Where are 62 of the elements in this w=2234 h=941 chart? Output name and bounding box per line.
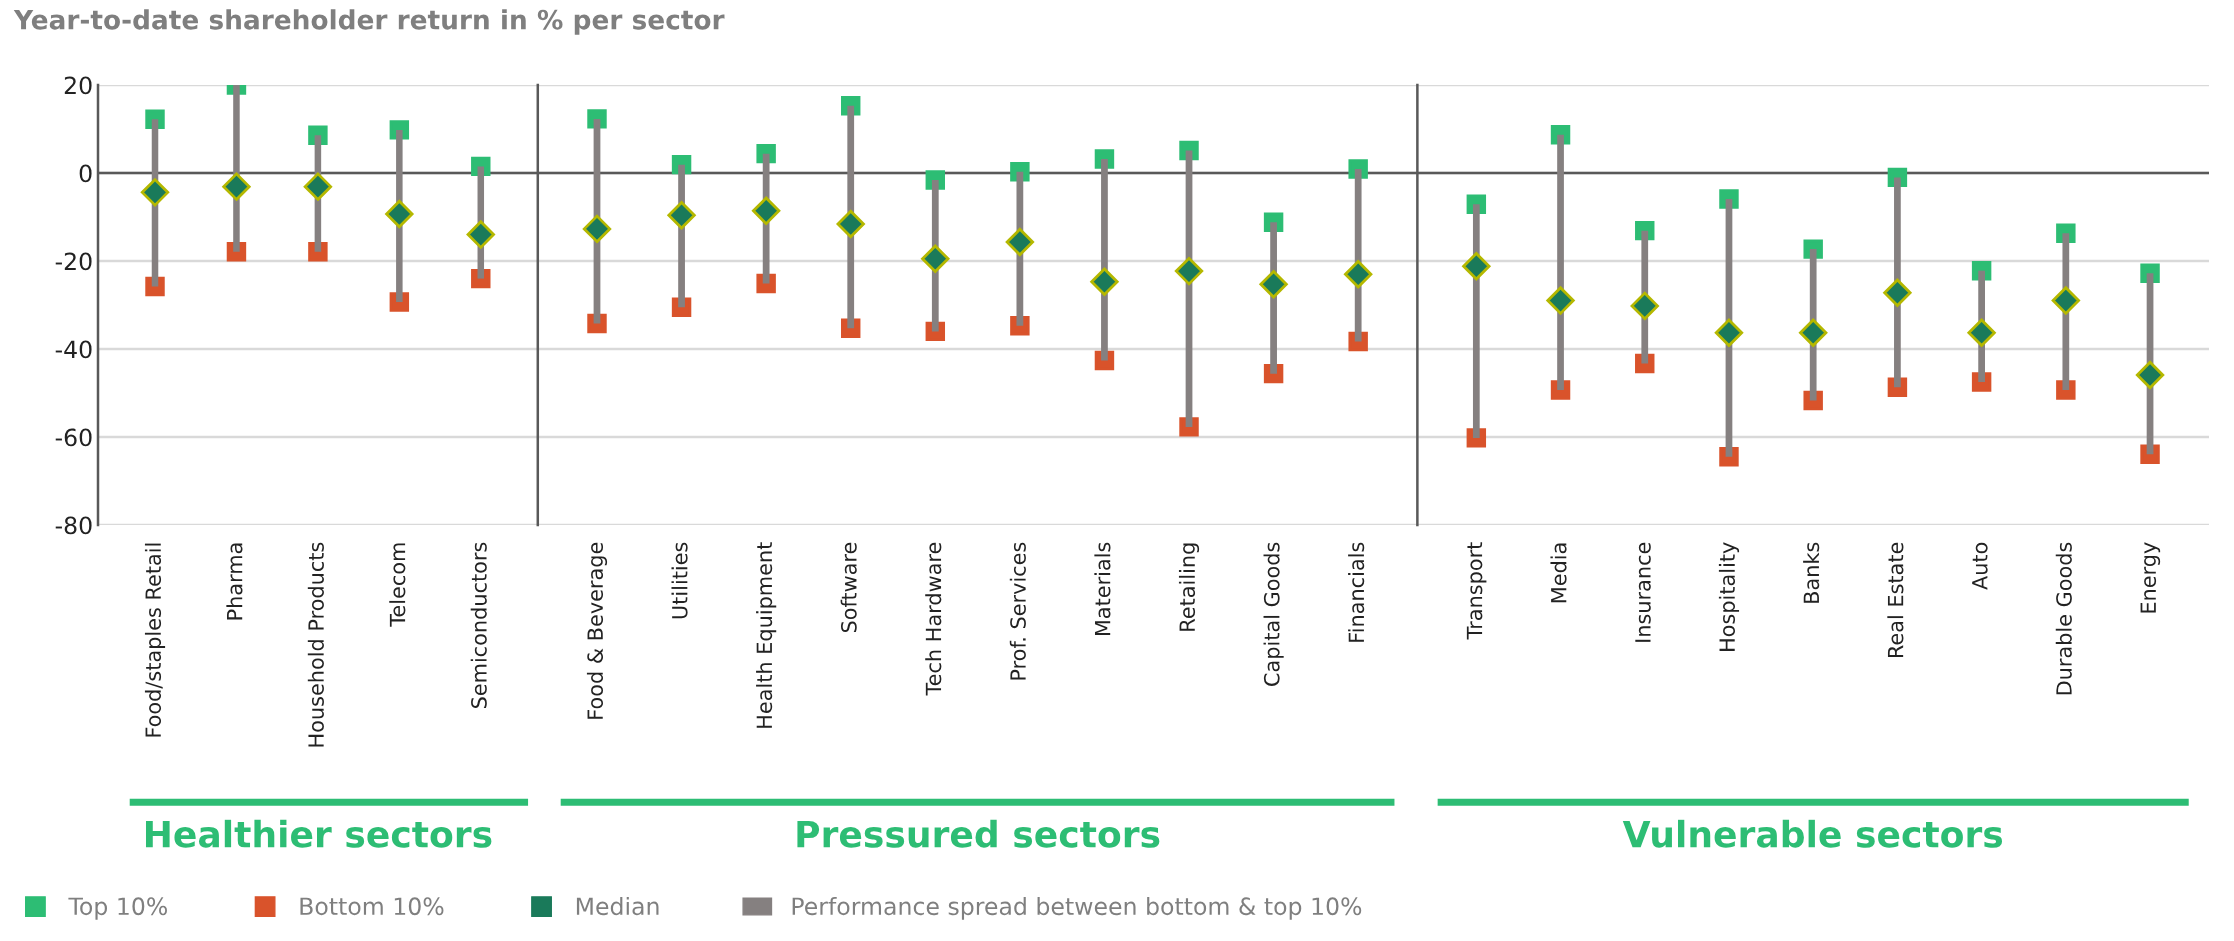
x-tick-label: Household Products — [307, 542, 324, 747]
point — [1883, 278, 1912, 307]
x-tick-label: Energy — [2140, 542, 2161, 613]
x-tick-label: Food & Beverage — [586, 542, 608, 719]
y-tick-label: 20 — [64, 76, 92, 95]
x-tick-label: Durable Goods — [2055, 542, 2072, 695]
x-axis-title: Healthier sectors — [145, 819, 492, 848]
x-tick-label: Financials — [1348, 542, 1365, 642]
point — [1005, 227, 1035, 257]
legend-label: Performance spread between bottom & top 10% — [792, 896, 1362, 920]
x-tick-label: Utilities — [671, 542, 688, 619]
point — [1967, 318, 1996, 347]
point — [1546, 286, 1575, 315]
x-axis-title: Vulnerable sectors — [1622, 819, 2003, 848]
point — [582, 214, 612, 244]
x-tick-label: Hospitality — [1718, 542, 1740, 651]
point — [2135, 360, 2165, 390]
legend-label: Bottom 10% — [300, 897, 444, 916]
legend-label: Median — [576, 896, 659, 916]
y-tick-label: -80 — [55, 516, 92, 535]
point — [1090, 267, 1119, 296]
x-tick-label: Retailing — [1178, 543, 1200, 631]
y-tick-label: -20 — [55, 252, 92, 271]
y-tick-label: -40 — [55, 340, 92, 359]
x-tick-label: Materials — [1094, 542, 1111, 636]
point — [222, 172, 251, 201]
point — [303, 172, 333, 201]
point — [1259, 270, 1288, 299]
point — [140, 178, 170, 207]
point — [466, 220, 495, 249]
x-tick-label: Media — [1550, 543, 1567, 603]
point — [1714, 318, 1744, 347]
x-tick-label: Real Estate — [1887, 542, 1904, 658]
y-tick-label: -60 — [55, 428, 92, 447]
x-tick-label: Semiconductors — [470, 542, 487, 709]
point — [751, 196, 781, 225]
point — [1174, 256, 1204, 286]
x-tick-label: Telecom — [389, 543, 406, 627]
point — [836, 209, 865, 239]
x-tick-label: Software — [840, 542, 857, 633]
x-tick-label: Insurance — [1635, 542, 1651, 642]
chart-title: Year-to-date shareholder return in % per sector — [13, 9, 725, 35]
point — [1630, 291, 1659, 321]
x-tick-label: Capital Goods — [1263, 542, 1284, 686]
x-tick-label: Auto — [1972, 542, 1988, 590]
x-tick-label: Transport — [1466, 542, 1487, 640]
x-tick-label: Health Equipment — [756, 542, 777, 728]
point — [921, 244, 950, 273]
point — [2051, 286, 2080, 315]
point — [1344, 260, 1373, 289]
x-axis-title: Pressured sectors — [797, 819, 1160, 848]
point — [1799, 318, 1828, 347]
x-tick-label: Prof. Services — [1009, 542, 1026, 680]
x-tick-label: Pharma — [226, 543, 243, 620]
legend-label: Top 10% — [68, 897, 167, 920]
point — [385, 199, 414, 229]
point — [667, 201, 696, 230]
x-tick-label: Banks — [1803, 542, 1820, 603]
x-tick-label: Tech Hardware — [925, 542, 942, 696]
point — [1462, 252, 1491, 281]
x-tick-label: Food/staples Retail — [144, 543, 166, 737]
y-tick-label: 0 — [79, 164, 92, 183]
